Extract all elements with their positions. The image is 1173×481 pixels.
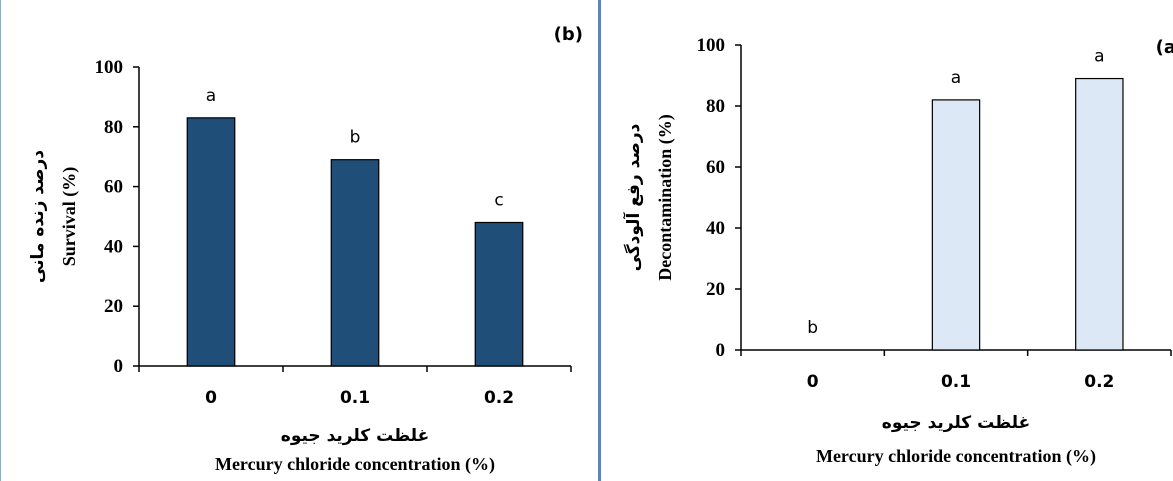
significance-letter: c	[494, 190, 503, 210]
y-axis-title-english: Decontamination (%)	[655, 114, 676, 280]
y-tick-label: 80	[706, 96, 725, 117]
x-axis-title-english: Mercury chloride concentration (%)	[215, 454, 495, 475]
significance-letter: b	[350, 128, 361, 148]
decontamination-chart: (a 0 20 40 60 80 100 0 b 0.1 a 0.2 a غلظت کلرید جیوه M…	[622, 35, 1173, 467]
bar-0.1	[330, 159, 380, 367]
y-tick-label: 20	[706, 279, 725, 300]
panel-label: (b)	[554, 24, 583, 45]
bar-0	[186, 117, 236, 367]
x-axis-title-english: Mercury chloride concentration (%)	[816, 446, 1096, 467]
y-tick-label: 0	[716, 340, 726, 361]
y-axis-title-persian: درصد زنده مانی	[28, 150, 48, 283]
y-tick-label: 20	[104, 296, 123, 317]
x-axis-title-persian: غلظت کلرید جیوه	[281, 426, 429, 446]
y-axis-title-persian: درصد رفع آلودگی	[622, 123, 644, 271]
bar-0.2	[474, 221, 524, 367]
y-tick-label: 0	[114, 356, 124, 377]
decontamination-chart-panel: (a 0 20 40 60 80 100 0 b 0.1 a 0.2 a غلظت کلرید جیوه M…	[598, 0, 1173, 481]
y-tick-label: 100	[697, 35, 726, 56]
bar-0.2	[1075, 77, 1124, 351]
significance-letter: a	[1094, 47, 1104, 67]
x-axis-title-persian: غلظت کلرید جیوه	[882, 413, 1030, 433]
y-axis-title-english: Survival (%)	[59, 167, 80, 267]
y-tick-label: 40	[706, 218, 725, 239]
survival-chart-panel: (b) 0 20 40 60 80 100 0 a 0.1 b 0.2 c غلظت کلرید جیوه…	[0, 0, 583, 481]
survival-chart: (b) 0 20 40 60 80 100 0 a 0.1 b 0.2 c غلظت کلرید جیوه…	[28, 24, 583, 475]
panel-label: (a	[1156, 37, 1173, 58]
y-tick-label: 40	[104, 236, 123, 257]
significance-letter: a	[951, 68, 961, 88]
y-tick-label: 60	[104, 177, 123, 198]
x-tick-label: 0	[807, 372, 819, 392]
x-tick-label: 0.2	[1084, 372, 1114, 392]
x-tick-label: 0	[205, 388, 217, 408]
significance-letter: a	[206, 86, 216, 106]
y-tick-label: 80	[104, 117, 123, 138]
x-tick-label: 0.2	[484, 388, 514, 408]
x-tick-label: 0.1	[340, 388, 370, 408]
x-tick-label: 0.1	[941, 372, 971, 392]
significance-letter: b	[807, 318, 818, 338]
y-tick-label: 60	[706, 157, 725, 178]
bar-0.1	[931, 99, 981, 351]
y-tick-label: 100	[95, 57, 124, 78]
